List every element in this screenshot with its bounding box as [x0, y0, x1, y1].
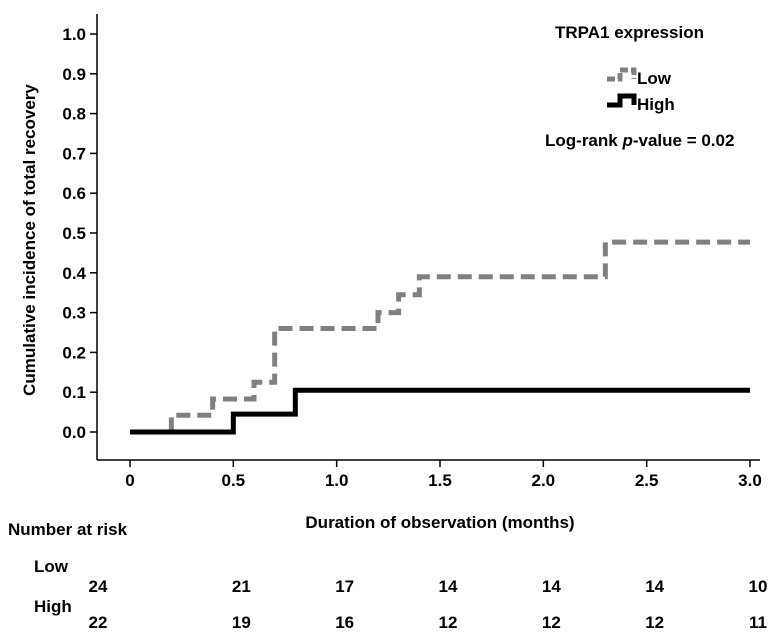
axes: [96, 14, 760, 461]
risk-high-value: 12: [541, 613, 561, 632]
series-low-line: [130, 239, 750, 435]
legend-high-label: High: [637, 95, 675, 114]
x-tick-label: 1.5: [428, 471, 452, 490]
risk-low-value: 10: [748, 577, 768, 596]
risk-high-value: 11: [749, 613, 767, 632]
y-tick-label: 0.8: [62, 105, 86, 124]
legend-low-label: Low: [637, 69, 672, 88]
risk-table-title: Number at risk: [8, 520, 128, 539]
y-tick-label: 0.1: [62, 383, 86, 402]
y-ticks: 0.0 0.1 0.2 0.3 0.4 0.5 0.6 0.7 0.8 0.9 1.0: [62, 25, 97, 442]
risk-high-value: 12: [438, 613, 458, 632]
y-tick-label: 0.2: [62, 343, 86, 362]
x-tick-label: 2.0: [532, 471, 556, 490]
y-tick-label: 1.0: [62, 25, 86, 44]
y-tick-label: 0.3: [62, 304, 86, 323]
y-tick-label: 0.4: [62, 264, 86, 283]
x-ticks: 0 0.5 1.0 1.5 2.0 2.5 3.0: [125, 460, 762, 490]
legend: Low High: [607, 67, 675, 114]
y-tick-label: 0.7: [62, 144, 86, 163]
x-tick-label: 3.0: [738, 471, 762, 490]
risk-low-value: 14: [438, 577, 458, 596]
logrank-prefix: Log-rank: [545, 131, 622, 150]
curves: [130, 239, 750, 435]
legend-title: TRPA1 expression: [555, 23, 704, 42]
risk-high-value: 16: [335, 613, 355, 632]
risk-group-high-label: High: [34, 597, 72, 616]
risk-low-value: 17: [335, 577, 355, 596]
y-tick-label: 0.6: [62, 184, 86, 203]
risk-low-value: 14: [645, 577, 665, 596]
risk-high-value: 22: [88, 613, 108, 632]
series-high-line: [130, 387, 750, 435]
x-tick-label: 0: [125, 471, 134, 490]
y-tick-label: 0.9: [62, 65, 86, 84]
risk-low-value: 14: [541, 577, 561, 596]
x-tick-label: 2.5: [635, 471, 659, 490]
x-tick-label: 0.5: [222, 471, 246, 490]
logrank-p: p: [621, 131, 632, 150]
x-axis-label: Duration of observation (months): [305, 513, 574, 532]
y-axis-label: Cumulative incidence of total recovery: [20, 84, 39, 396]
risk-group-low-label: Low: [34, 557, 68, 576]
y-tick-label: 0.0: [62, 423, 86, 442]
logrank-annotation: Log-rank p-value = 0.02: [545, 131, 734, 150]
logrank-suffix: -value = 0.02: [633, 131, 735, 150]
risk-low-value: 24: [88, 577, 108, 596]
y-tick-label: 0.5: [62, 224, 86, 243]
risk-low-value: 21: [231, 577, 251, 596]
legend-high-symbol: [607, 93, 637, 108]
legend-low-symbol: [607, 67, 637, 82]
risk-high-value: 12: [645, 613, 665, 632]
risk-high-value: 19: [231, 613, 251, 632]
x-tick-label: 1.0: [325, 471, 349, 490]
